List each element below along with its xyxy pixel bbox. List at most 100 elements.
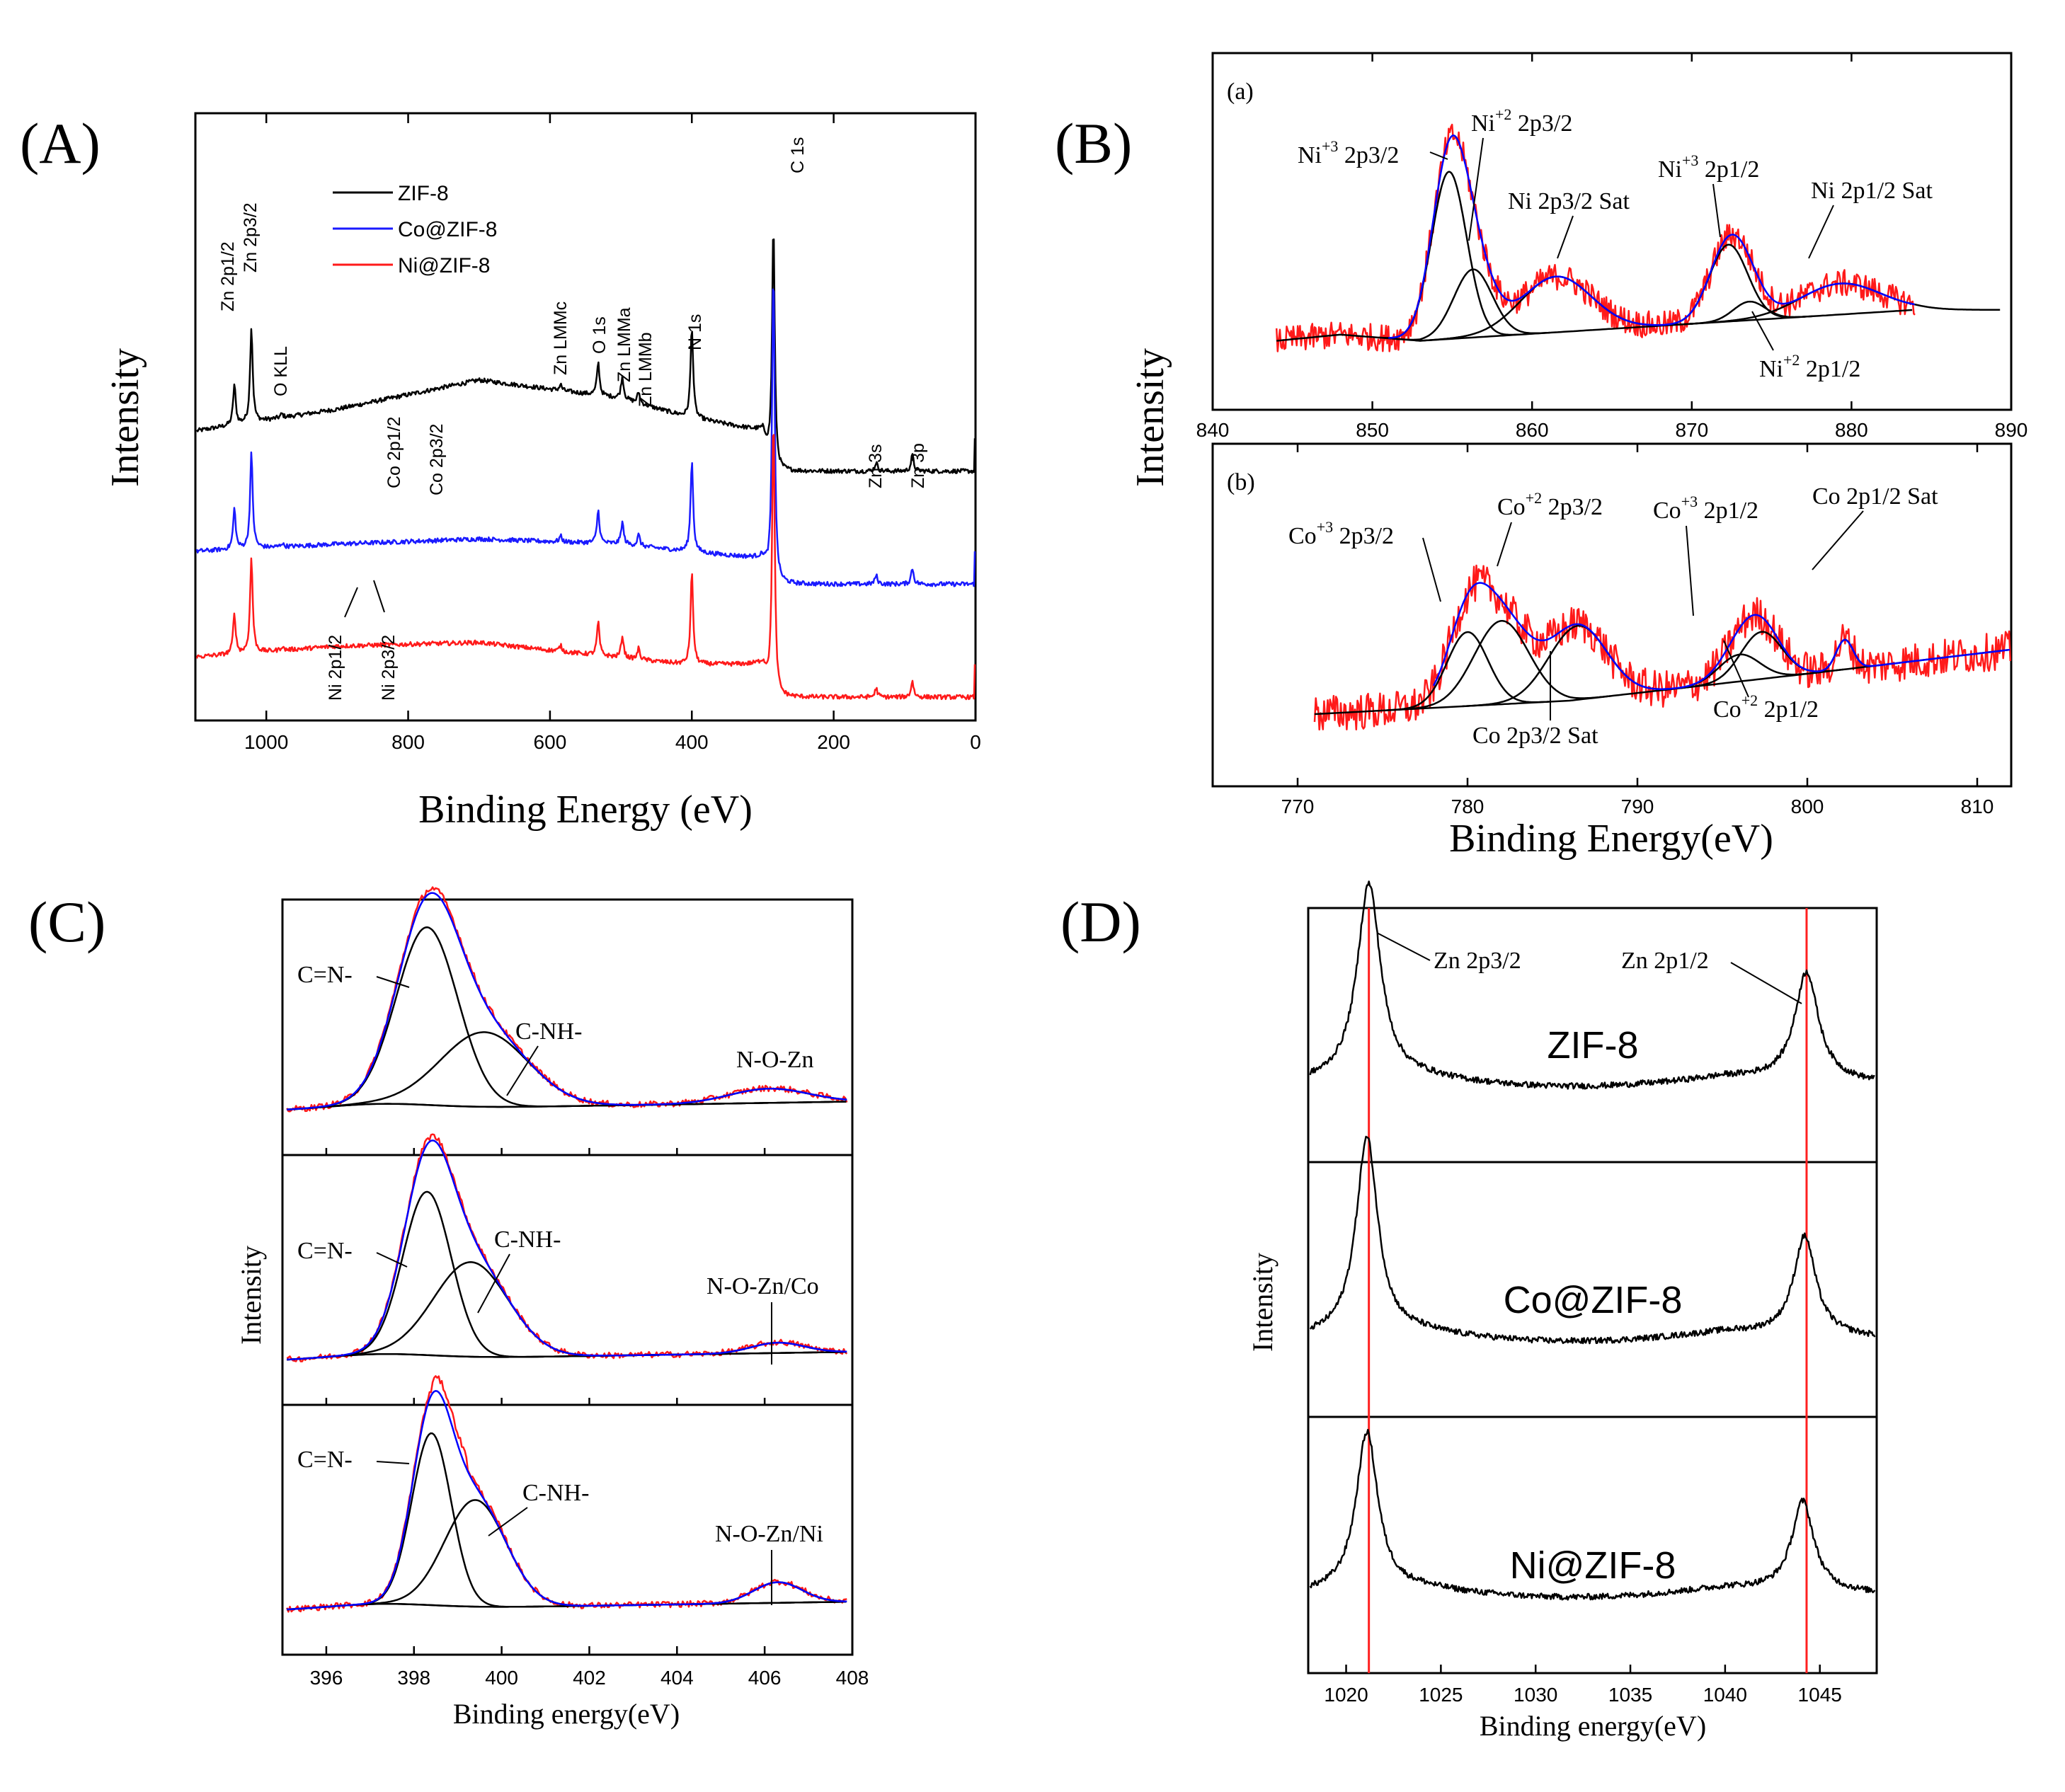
panel-d: (D) 1020 1025 1030 1035 1040 1045 ZIF-8 Co@ZI… [1060,880,1878,1742]
trace-zif-8 [195,238,976,474]
x-tick-label: 1025 [1419,1684,1463,1706]
trace-zif-8 [1309,880,1875,1090]
label-zn-2p12: Zn 2p1/2 [218,241,238,311]
label-co3-2p12: Co+3 2p1/2 [1653,493,1758,524]
x-tick-label: 790 [1621,796,1654,817]
label-co-2p12-sat: Co 2p1/2 Sat [1812,483,1938,510]
legend-ni-zif8: Ni@ZIF-8 [398,254,490,277]
label-d-co-zif8: Co@ZIF-8 [1504,1279,1683,1321]
x-tick-label: 600 [534,731,567,753]
component-peak [1385,631,1550,711]
label-ni-2p12-sat: Ni 2p1/2 Sat [1811,178,1933,204]
baseline [287,1351,844,1361]
label-ni-2p12: Ni 2p1/2 [326,635,345,701]
panel-b-a-sublabel: (a) [1227,79,1254,105]
baseline [287,1101,844,1110]
arrow-cnh-1 [506,1045,539,1096]
label-c-1s: C 1s [788,137,808,173]
panel-b-label: (B) [1055,111,1132,176]
baseline [1276,309,1913,342]
x-tick-label: 400 [675,731,709,753]
panel-b-ylabel: Intensity [1128,348,1172,487]
x-tick-label: 1020 [1324,1684,1368,1706]
panel-a: (A) 1000 800 600 400 200 0 ZIF-8 Co@ZIF-8 Ni@… [20,111,981,832]
arrow-cnh-3 [488,1507,528,1537]
panel-b-b-frame [1211,442,2013,788]
panel-d-ylabel: Intensity [1247,1253,1279,1352]
panel-b-b-sublabel: (b) [1227,469,1255,495]
x-tick-label: 398 [397,1667,430,1689]
panel-c-traces [286,886,848,1613]
label-n-1s: N 1s [685,314,705,350]
label-noz-3: N-O-Zn/Ni [715,1521,823,1547]
panel-a-xlabel: Binding Energy (eV) [418,788,753,832]
label-cnh-3: C-NH- [522,1480,589,1506]
component-peak [1396,268,1550,341]
trace-ni-zif-8 [195,434,976,701]
component-peak [287,1499,847,1611]
x-tick-label: 1030 [1514,1684,1557,1706]
raw-data [286,886,848,1113]
x-tick-label: 860 [1516,419,1549,441]
panel-b-b-x-ticks: 770 780 790 800 810 [1281,444,1994,817]
panel-a-x-ticks: 1000 800 600 400 200 0 [244,113,981,753]
label-cn-1: C=N- [297,962,353,988]
fit-envelope [287,1390,847,1611]
label-co-2p12: Co 2p1/2 [384,417,404,488]
panel-b-b-traces [1313,564,2012,731]
arrow-d-zn-2p32 [1376,932,1431,961]
label-zn-lmma: Zn LMMa [614,307,634,382]
arrow-ni-2p12 [344,587,358,618]
label-ni3-2p32: Ni+3 2p3/2 [1298,137,1399,168]
x-tick-label: 1035 [1608,1684,1652,1706]
label-ni-2p32-sat: Ni 2p3/2 Sat [1508,188,1630,214]
label-co-2p32-sat: Co 2p3/2 Sat [1472,723,1598,749]
label-zn-lmmc: Zn LMMc [551,301,571,375]
panel-d-reference-lines [1368,908,1808,1673]
label-d-zif8: ZIF-8 [1548,1024,1639,1067]
label-o-1s: O 1s [590,316,610,354]
arrow-ni2-2p12 [1751,311,1774,351]
arrow-cnh-2 [477,1253,510,1314]
label-d-zn-2p32: Zn 2p3/2 [1434,948,1521,974]
arrow-cn-1 [376,976,410,988]
panel-c-frame [281,898,854,1656]
arrow-co3-2p32 [1422,537,1441,602]
raw-data [1275,123,1916,352]
panel-b-a-traces [1275,123,2001,352]
arrow-ni2-2p32 [1468,137,1484,241]
fit-envelope [1388,134,1915,339]
arrow-co3-2p12 [1686,525,1694,616]
panel-a-frame [194,112,977,722]
label-cn-3: C=N- [297,1447,353,1473]
x-tick-label: 400 [485,1667,518,1689]
legend-co-zif8: Co@ZIF-8 [398,218,497,241]
component-peak [1392,620,1611,711]
label-o-kll: O KLL [271,346,291,396]
label-ni2-2p32: Ni+2 2p3/2 [1471,105,1572,137]
label-noz-1: N-O-Zn [736,1047,814,1073]
panel-c-x-ticks: 396 398 400 402 404 406 408 [310,1148,869,1689]
raw-data [286,1133,848,1362]
label-ni3-2p12: Ni+3 2p1/2 [1658,151,1759,183]
panel-a-traces [195,238,976,701]
arrow-ni-2p32 [373,580,385,613]
panel-b-xlabel: Binding Energy(eV) [1449,817,1773,861]
arrow-co2-2p32 [1497,522,1512,567]
x-tick-label: 770 [1281,796,1315,817]
panel-d-traces [1309,880,1876,1601]
label-d-ni-zif8: Ni@ZIF-8 [1510,1544,1676,1587]
x-tick-label: 1000 [244,731,288,753]
x-tick-label: 408 [836,1667,869,1689]
component-peak [1378,171,1520,339]
label-co3-2p32: Co+3 2p3/2 [1288,518,1394,549]
x-tick-label: 1040 [1703,1684,1747,1706]
x-tick-label: 870 [1675,419,1708,441]
baseline [287,1601,844,1611]
panel-b: (B) (a) (b) 840 850 860 870 880 890 770 780 790… [1055,52,2027,861]
panel-b-a-x-ticks: 840 850 860 870 880 890 [1196,53,2027,441]
label-cnh-1: C-NH- [515,1018,582,1045]
panel-d-frame [1307,907,1878,1675]
panel-c-ylabel: Intensity [235,1246,267,1345]
